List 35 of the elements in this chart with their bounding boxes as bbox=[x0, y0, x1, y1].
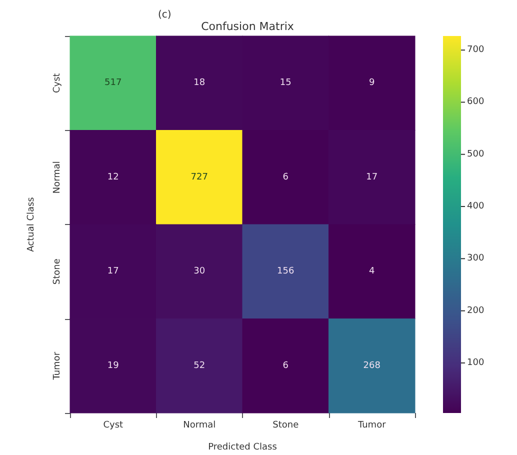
data-label: 17 bbox=[107, 266, 119, 277]
color-bar-label: 600 bbox=[467, 97, 484, 108]
x-tick-label: Cyst bbox=[103, 420, 124, 430]
data-label: 268 bbox=[363, 360, 381, 371]
y-axis-title: Actual Class bbox=[26, 196, 36, 252]
data-label: 15 bbox=[280, 78, 292, 88]
data-label: 18 bbox=[194, 78, 206, 88]
data-label: 52 bbox=[194, 360, 206, 371]
data-label: 4 bbox=[369, 266, 376, 277]
color-bar-label: 200 bbox=[467, 306, 484, 316]
data-label: 30 bbox=[194, 266, 206, 277]
color-bar-label: 300 bbox=[467, 254, 484, 264]
text: (c) bbox=[158, 10, 172, 20]
color-bar-label: 400 bbox=[467, 202, 484, 212]
x-tick-label: Tumor bbox=[356, 420, 386, 430]
x-tick-label: Normal bbox=[183, 420, 216, 430]
y-tick-label: Cyst bbox=[52, 72, 62, 94]
data-label: 156 bbox=[277, 266, 294, 277]
y-tick-label: Stone bbox=[52, 258, 62, 285]
color-bar-label: 500 bbox=[467, 149, 484, 160]
data-label: 17 bbox=[366, 172, 378, 182]
chart-title: Confusion Matrix bbox=[201, 20, 294, 33]
y-tick-label: Tumor bbox=[52, 352, 62, 381]
data-label: 727 bbox=[190, 172, 208, 182]
data-label: 19 bbox=[107, 360, 120, 371]
y-tick-label: Normal bbox=[52, 161, 62, 194]
color-bar-label: 700 bbox=[467, 45, 484, 56]
data-label: 9 bbox=[369, 78, 376, 88]
data-label: 12 bbox=[107, 172, 119, 182]
data-label: 6 bbox=[282, 172, 289, 182]
data-label: 517 bbox=[104, 78, 122, 88]
color-bar-label: 100 bbox=[467, 358, 484, 368]
x-tick-label: Stone bbox=[272, 420, 300, 430]
x-axis-title: Predicted Class bbox=[208, 442, 278, 452]
data-label: 6 bbox=[282, 360, 289, 371]
